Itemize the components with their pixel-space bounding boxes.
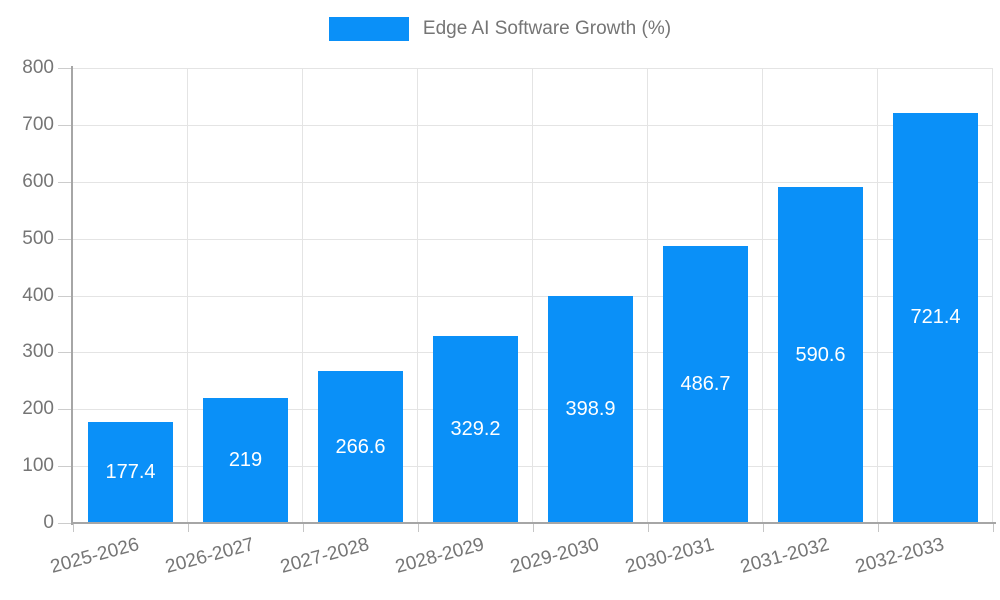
gridline-horizontal — [73, 181, 993, 183]
bar-value-label: 266.6 — [335, 435, 386, 458]
y-tick-mark — [58, 295, 73, 297]
x-tick-mark — [533, 523, 534, 532]
y-axis-line — [71, 66, 73, 525]
gridline-vertical — [647, 68, 648, 523]
y-tick-mark — [58, 181, 73, 183]
bar-value-label: 177.4 — [105, 461, 156, 484]
legend-label[interactable]: Edge AI Software Growth (%) — [422, 18, 672, 39]
gridline-horizontal — [73, 238, 993, 240]
x-tick-mark — [648, 523, 649, 532]
bar[interactable]: 219 — [203, 398, 288, 523]
y-tick-label: 500 — [22, 227, 54, 249]
gridline-horizontal — [73, 68, 993, 69]
y-tick-label: 600 — [22, 170, 54, 192]
x-tick-mark — [73, 523, 74, 532]
plot-area: 177.4 219 266.6 329.2 398.9 486.7 590.6 721.4 — [73, 68, 993, 523]
bar[interactable]: 590.6 — [778, 187, 863, 523]
gridline-vertical — [302, 68, 303, 523]
bar[interactable]: 329.2 — [433, 335, 518, 523]
bar-value-label: 486.7 — [680, 373, 731, 396]
y-tick-label: 0 — [43, 512, 54, 533]
bar-value-label: 398.9 — [565, 398, 616, 421]
gridline-vertical — [762, 68, 763, 523]
gridline-horizontal — [73, 352, 993, 354]
y-tick-mark — [58, 238, 73, 240]
gridline-vertical — [417, 68, 418, 523]
x-tick-mark — [418, 523, 419, 532]
y-tick-label: 800 — [22, 57, 54, 78]
legend-swatch-icon[interactable] — [328, 17, 409, 41]
bar[interactable]: 266.6 — [318, 371, 403, 523]
bar-value-label: 219 — [228, 449, 263, 472]
y-tick-mark — [58, 466, 73, 468]
x-tick-mark — [763, 523, 764, 532]
y-tick-mark — [58, 124, 73, 126]
y-tick-label: 200 — [22, 398, 54, 420]
y-tick-mark — [58, 68, 73, 69]
y-tick-mark — [58, 523, 73, 524]
gridline-vertical — [532, 68, 533, 523]
y-tick-label: 400 — [22, 284, 54, 306]
gridline-horizontal — [73, 409, 993, 411]
bar[interactable]: 398.9 — [548, 296, 633, 523]
bar[interactable]: 721.4 — [893, 112, 978, 523]
bar[interactable]: 177.4 — [88, 422, 173, 523]
gridline-vertical — [187, 68, 188, 523]
y-tick-label: 300 — [22, 341, 54, 363]
x-tick-mark — [303, 523, 304, 532]
bar-value-label: 721.4 — [910, 306, 961, 329]
bar-value-label: 329.2 — [450, 417, 501, 440]
bar-value-label: 590.6 — [795, 343, 846, 366]
y-tick-mark — [58, 409, 73, 411]
bar[interactable]: 486.7 — [663, 246, 748, 523]
legend[interactable]: Edge AI Software Growth (%) — [0, 17, 1000, 41]
y-tick-label: 700 — [22, 113, 54, 135]
y-tick-mark — [58, 352, 73, 354]
x-tick-mark — [878, 523, 879, 532]
gridline-horizontal — [73, 124, 993, 126]
y-tick-label: 100 — [22, 455, 54, 477]
gridline-horizontal — [73, 295, 993, 297]
x-axis-line — [71, 522, 996, 524]
gridline-vertical — [877, 68, 878, 523]
gridline-horizontal — [73, 466, 993, 468]
x-tick-mark — [188, 523, 189, 532]
gridline-vertical — [992, 68, 993, 523]
x-tick-mark — [993, 523, 994, 532]
